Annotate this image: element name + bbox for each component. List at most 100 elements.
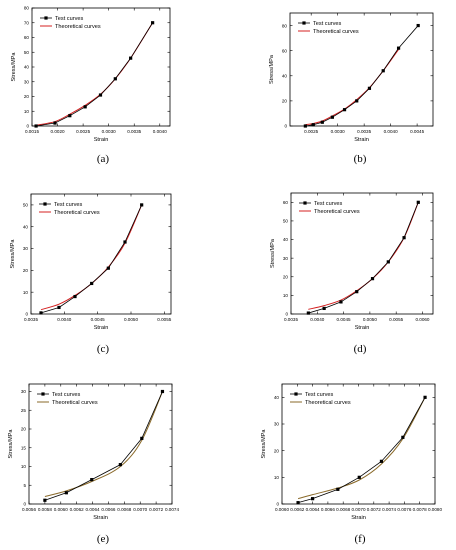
x-tick-label: 0.0066 (101, 507, 115, 512)
y-tick-label: 60 (24, 35, 30, 40)
test-point-marker (83, 105, 87, 109)
test-point-marker (355, 290, 359, 294)
test-point-marker (90, 281, 94, 286)
y-axis-label: Stress/MPa (261, 429, 267, 459)
y-tick-label: 30 (23, 246, 29, 251)
x-tick-label: 0.0070 (133, 507, 147, 512)
x-tick-label: 0.0055 (389, 317, 403, 322)
test-point-marker (386, 260, 390, 264)
x-tick-label: 0.0030 (331, 129, 345, 134)
theoretical-curve (35, 22, 154, 126)
chart-panel: 0.0056 0.0058 0.0060 0.0062 0.0064 0.0066 0.00… (8, 383, 179, 521)
chart-panel: 0.0035 0.0040 0.0045 0.0050 0.0055 0.0060 0 10 2… (270, 192, 434, 331)
legend-label-test: Test curves (54, 202, 82, 208)
test-point-marker (339, 300, 343, 304)
legend-label-test: Test curves (314, 201, 342, 207)
test-point-marker (342, 108, 347, 112)
test-curve (305, 25, 419, 127)
x-tick-label: 0.0076 (397, 507, 411, 512)
x-tick-label: 0.0040 (310, 317, 324, 322)
chart-panel: 0.0015 0.0020 0.0025 0.0030 0.0035 0.0040 0 10 2… (11, 6, 171, 143)
panel-caption: (e) (96, 533, 110, 545)
test-point-marker (370, 277, 375, 281)
y-tick-label: 0 (25, 312, 28, 317)
legend-marker-test (44, 16, 48, 20)
y-axis-label: Stress/MPa (8, 429, 14, 459)
x-axis-label: Strain (351, 515, 366, 521)
test-point-marker (160, 389, 165, 394)
test-point-marker (64, 491, 68, 495)
x-tick-label: 0.0080 (428, 507, 442, 512)
test-point-marker (336, 487, 340, 491)
panel-caption: (f) (354, 533, 366, 545)
test-point-marker (34, 124, 38, 128)
y-tick-label: 30 (21, 389, 27, 394)
y-tick-label: 0 (276, 502, 279, 507)
y-axis-label: Stress/MPa (269, 54, 275, 84)
panel-caption: (b) (353, 153, 367, 165)
y-tick-label: 80 (24, 6, 30, 11)
y-tick-label: 10 (283, 293, 289, 298)
test-point-marker (401, 435, 405, 439)
plot-frame (290, 192, 434, 315)
chart-panel: 0.0025 0.0030 0.0035 0.0040 0.0045 0 20 40 60 80 S… (269, 12, 434, 143)
test-point-marker (57, 305, 61, 310)
chart-panel: 0.0060 0.0062 0.0064 0.0066 0.0068 0.0070 0.00… (261, 383, 442, 521)
x-tick-label: 0.0068 (117, 507, 131, 512)
test-point-marker (53, 121, 57, 125)
test-point-marker (416, 23, 420, 28)
theoretical-curve (297, 397, 426, 500)
x-axis-label: Strain (94, 137, 109, 143)
plot-frame (30, 193, 172, 315)
x-tick-label: 0.0035 (127, 129, 141, 134)
y-tick-label: 50 (24, 50, 30, 55)
y-tick-label: 70 (24, 20, 30, 25)
chart-panel: 0.0035 0.0040 0.0045 0.0050 0.0055 0 10 20 30 40 5… (10, 193, 172, 331)
legend-label-theory: Theoretical curves (305, 400, 351, 406)
test-point-marker (98, 93, 103, 97)
y-tick-label: 10 (24, 109, 30, 114)
y-tick-label: 20 (283, 274, 289, 279)
y-tick-label: 0 (26, 124, 29, 129)
y-tick-label: 20 (282, 99, 288, 104)
test-point-marker (330, 115, 334, 119)
x-axis-label: Strain (355, 325, 370, 331)
y-tick-label: 15 (21, 445, 27, 450)
x-axis-label: Strain (354, 137, 369, 143)
y-tick-label: 10 (21, 464, 27, 469)
x-tick-label: 0.0035 (357, 129, 371, 134)
y-tick-label: 20 (24, 94, 30, 99)
panel-caption: (a) (96, 153, 110, 165)
y-tick-label: 5 (23, 483, 26, 488)
x-tick-label: 0.0074 (382, 507, 396, 512)
test-curve (297, 397, 426, 504)
test-point-marker (311, 497, 315, 501)
test-point-marker (402, 236, 406, 240)
test-point-marker (311, 123, 315, 127)
test-point-marker (381, 69, 385, 73)
x-tick-label: 0.0066 (321, 507, 335, 512)
y-tick-label: 40 (274, 395, 280, 400)
legend-label-test: Test curves (313, 21, 341, 27)
x-tick-label: 0.0072 (149, 507, 163, 512)
test-point-marker (379, 459, 384, 463)
test-point-marker (113, 77, 117, 81)
test-point-marker (357, 475, 361, 479)
test-point-marker (303, 124, 307, 128)
x-tick-label: 0.0040 (57, 317, 71, 322)
x-tick-label: 0.0060 (415, 317, 429, 322)
theoretical-curve (44, 391, 163, 497)
test-point-marker (423, 395, 427, 399)
legend-marker-test (43, 202, 47, 206)
theoretical-curve (40, 204, 143, 311)
y-tick-label: 20 (274, 448, 280, 453)
y-tick-label: 10 (274, 475, 280, 480)
y-tick-label: 10 (23, 290, 29, 295)
legend-label-theory: Theoretical curves (314, 209, 360, 215)
x-axis-label: Strain (94, 325, 109, 331)
y-tick-label: 40 (282, 73, 288, 78)
y-tick-label: 50 (283, 219, 289, 224)
test-point-marker (90, 478, 94, 482)
test-point-marker (140, 203, 144, 207)
test-curve (308, 202, 419, 314)
